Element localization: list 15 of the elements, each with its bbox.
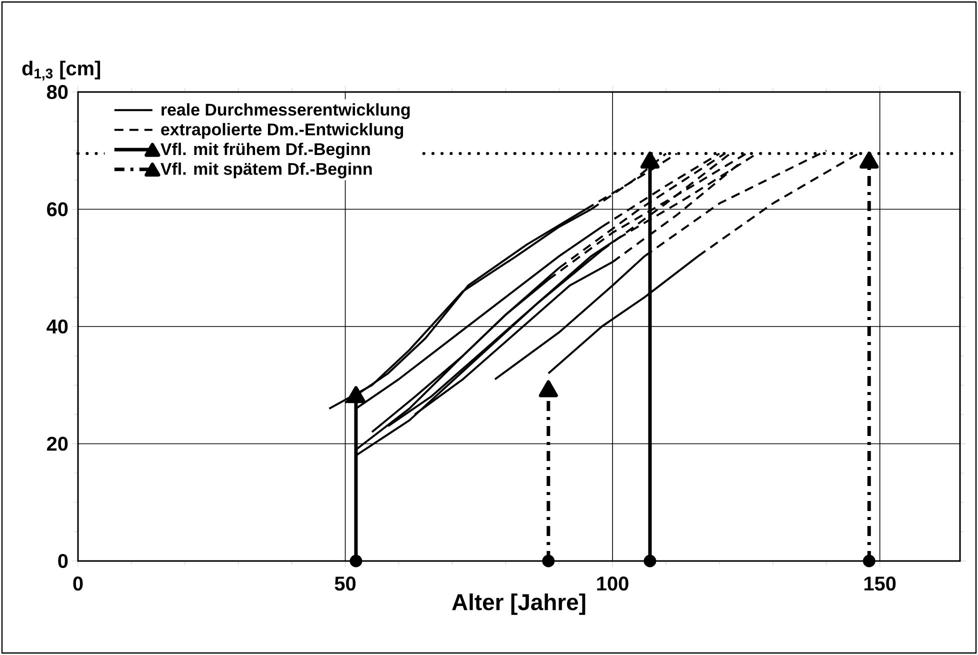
y-tick-label: 40 bbox=[46, 319, 68, 334]
y-tick-label: 20 bbox=[47, 436, 68, 451]
legend-label: extrapolierte Dm.-Entwicklung bbox=[161, 122, 404, 139]
legend-label: reale Durchmesserentwicklung bbox=[162, 103, 410, 120]
x-tick-label: 150 bbox=[864, 576, 896, 591]
y-tick-label: 0 bbox=[58, 554, 68, 568]
y-tick-label: 80 bbox=[46, 84, 68, 100]
y-tick-label: 60 bbox=[47, 202, 68, 216]
legend-label: Vfl. mit frühem Df.-Beginn bbox=[160, 142, 370, 159]
y-axis-title: d$_{1,3}$ [cm] bbox=[22, 60, 100, 80]
x-axis-title: Alter [Jahre] bbox=[452, 593, 586, 615]
x-tick-label: 50 bbox=[334, 576, 356, 591]
x-tick-label: 0 bbox=[73, 576, 83, 591]
x-tick-label: 100 bbox=[597, 576, 628, 591]
legend-label: Vfl. mit spätem Df.-Beginn bbox=[160, 162, 372, 178]
